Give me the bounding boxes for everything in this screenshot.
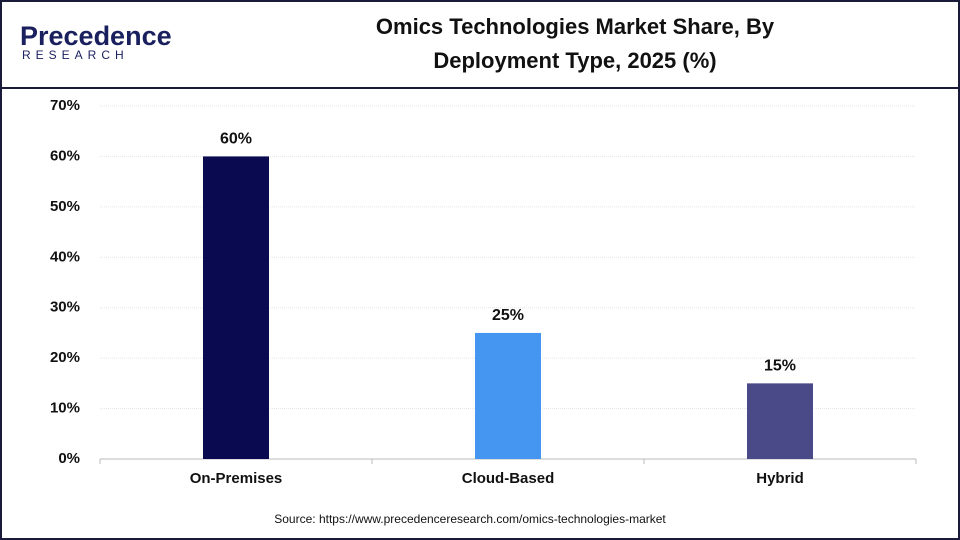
value-label: 60% xyxy=(220,131,252,148)
x-tick-label: Cloud-Based xyxy=(462,470,555,487)
y-tick-label: 40% xyxy=(50,248,80,265)
y-tick-label: 50% xyxy=(50,198,80,215)
y-tick-label: 60% xyxy=(50,147,80,164)
x-tick-label: On-Premises xyxy=(190,470,283,487)
y-tick-label: 10% xyxy=(50,400,80,417)
logo-name: Precedence xyxy=(20,21,172,51)
value-label: 25% xyxy=(492,307,524,324)
y-tick-label: 0% xyxy=(58,450,80,467)
bar xyxy=(747,383,813,459)
logo-tagline: RESEARCH xyxy=(22,48,129,62)
bar xyxy=(475,332,541,459)
value-label: 15% xyxy=(764,358,796,375)
x-tick-label: Hybrid xyxy=(756,470,804,487)
bar xyxy=(203,156,269,459)
y-tick-label: 70% xyxy=(50,97,80,114)
source: Source: https://www.precedenceresearch.c… xyxy=(274,512,666,526)
chart-title: Omics Technologies Market Share, By Depl… xyxy=(375,14,775,73)
y-tick-label: 30% xyxy=(50,299,80,316)
y-tick-label: 20% xyxy=(50,349,80,366)
